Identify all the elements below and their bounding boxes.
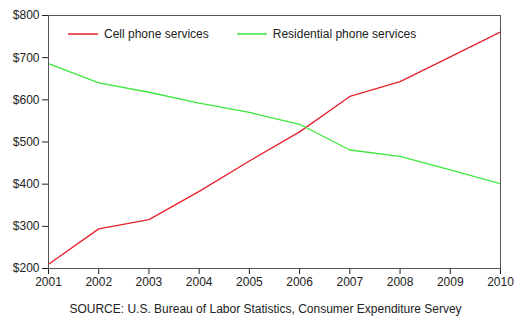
svg-text:2010: 2010 [487, 275, 514, 289]
svg-text:$400: $400 [13, 177, 40, 191]
svg-text:2009: 2009 [437, 275, 464, 289]
svg-text:2008: 2008 [387, 275, 414, 289]
svg-text:$800: $800 [13, 8, 40, 22]
svg-text:$200: $200 [13, 261, 40, 275]
svg-text:2001: 2001 [35, 275, 62, 289]
svg-text:$300: $300 [13, 219, 40, 233]
svg-text:2004: 2004 [186, 275, 213, 289]
svg-text:2002: 2002 [85, 275, 112, 289]
svg-text:$500: $500 [13, 135, 40, 149]
svg-text:2006: 2006 [286, 275, 313, 289]
svg-text:2003: 2003 [136, 275, 163, 289]
html-text:Cell phone services: Cell phone services [104, 27, 209, 41]
html-text:SOURCE: U.S. Bureau of Labor S: SOURCE: U.S. Bureau of Labor Statistics,… [69, 302, 462, 316]
svg-text:$600: $600 [13, 93, 40, 107]
svg-text:$700: $700 [13, 51, 40, 65]
html-text:Residential phone services: Residential phone services [272, 27, 417, 41]
svg-text:2007: 2007 [336, 275, 363, 289]
svg-text:2005: 2005 [236, 275, 263, 289]
